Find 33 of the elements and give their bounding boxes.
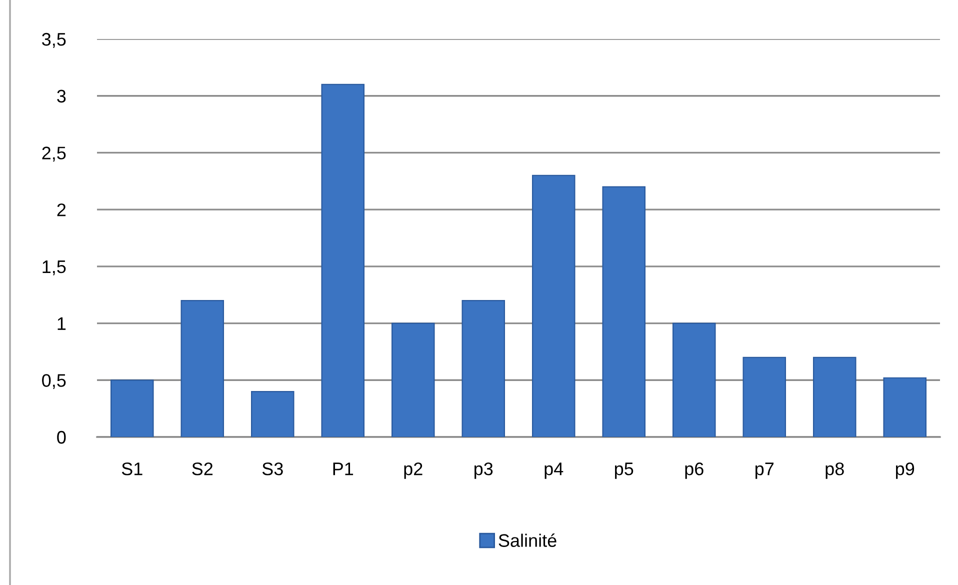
x-tick-label: S3 <box>262 462 283 476</box>
bar <box>321 84 365 437</box>
y-tick-label: 0,5 <box>42 374 66 389</box>
y-tick-label: 2,5 <box>42 146 66 162</box>
x-tick-label: p4 <box>544 462 564 479</box>
x-tick-label: p9 <box>896 462 914 479</box>
bar <box>602 186 646 437</box>
bar <box>110 380 154 437</box>
bar <box>391 322 435 437</box>
y-tick-label: 1,5 <box>42 260 66 276</box>
x-tick-label: p3 <box>474 462 493 479</box>
x-tick-label: p8 <box>826 462 844 479</box>
x-tick-label: P1 <box>333 462 354 476</box>
bar <box>462 300 506 437</box>
x-tick-label: p7 <box>756 462 774 479</box>
y-tick-label: 0 <box>57 430 66 444</box>
bar <box>532 174 576 437</box>
bar <box>742 356 786 437</box>
bar <box>672 322 716 437</box>
bar <box>180 300 224 437</box>
y-tick-label: 1 <box>58 317 66 330</box>
x-tick-label: p5 <box>615 462 634 479</box>
y-tick-label: 3 <box>57 90 66 103</box>
legend-label: Salinité <box>498 533 556 547</box>
bar <box>883 377 927 437</box>
bar <box>812 356 856 437</box>
x-tick-label: p6 <box>685 462 704 479</box>
y-tick-label: 3,5 <box>42 32 66 48</box>
y-tick-label: 2 <box>57 204 66 216</box>
bar <box>250 390 294 437</box>
x-tick-label: S1 <box>122 462 142 476</box>
x-tick-label: S2 <box>192 462 213 476</box>
x-tick-label: p2 <box>404 462 422 479</box>
